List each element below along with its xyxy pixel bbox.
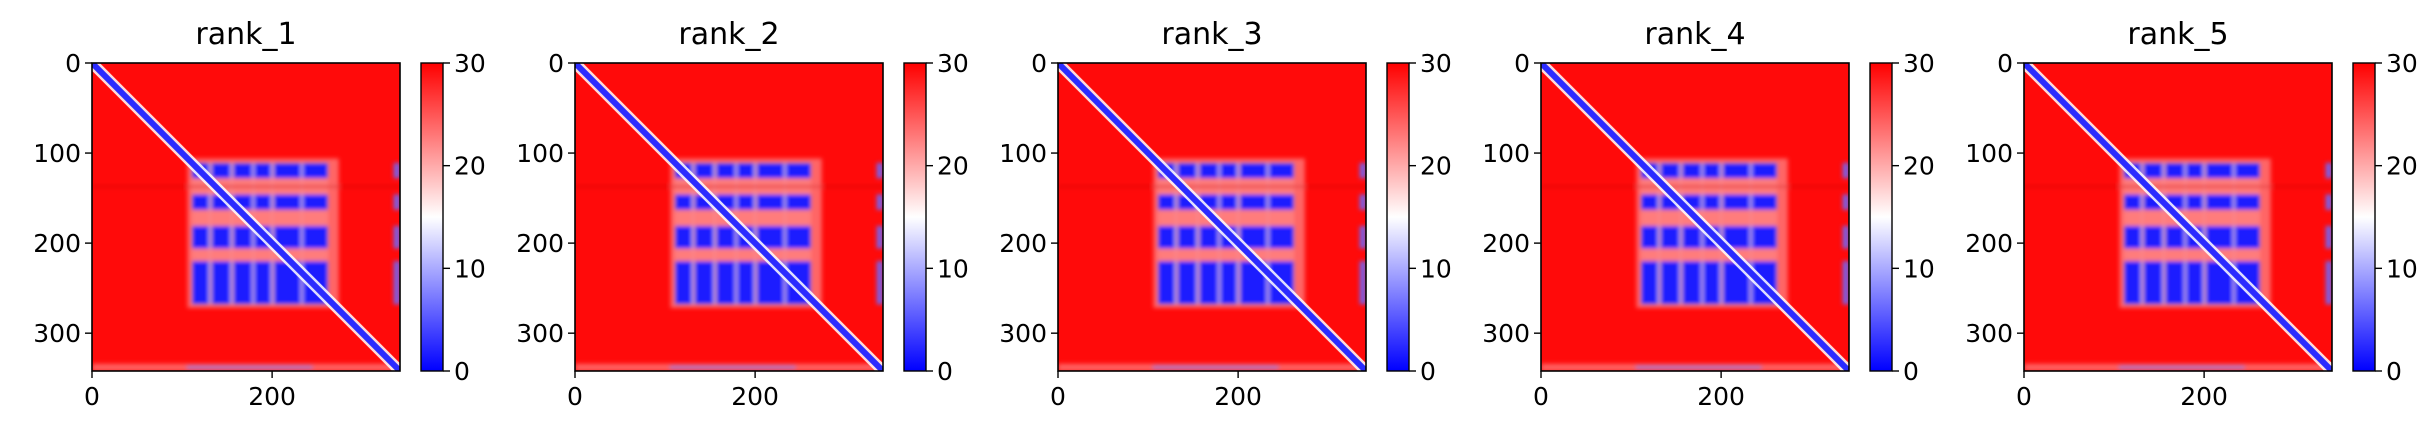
colorbar-tick-label: 0: [2386, 357, 2402, 386]
y-tick-label: 100: [1965, 139, 2013, 168]
heatmap-image: [1541, 63, 1849, 371]
colorbar-tick-label: 10: [454, 254, 486, 283]
colorbar: 0 10 20 30: [1386, 49, 1452, 386]
colorbar-tick-label: 0: [1420, 357, 1436, 386]
colorbar: 0 10 20 30: [420, 49, 486, 386]
panel-title: rank_5: [2127, 17, 2228, 52]
heatmap-panel: rank_4 0 100 200 300 0 200 0 10 20 30: [1482, 17, 1935, 411]
y-tick-label: 0: [1997, 49, 2013, 78]
x-tick-label: 0: [84, 382, 100, 411]
y-tick-label: 100: [516, 139, 564, 168]
x-tick-label: 200: [731, 382, 779, 411]
x-tick-label: 200: [2180, 382, 2228, 411]
heatmap-panel: rank_5 0 100 200 300 0 200 0 10 20 30: [1965, 17, 2418, 411]
y-tick-label: 100: [1482, 139, 1530, 168]
colorbar-tick-label: 20: [1420, 152, 1452, 181]
colorbar-tick-label: 20: [454, 152, 486, 181]
colorbar-tick-label: 20: [937, 152, 969, 181]
colorbar-tick-label: 30: [937, 49, 969, 78]
colorbar-tick-label: 30: [454, 49, 486, 78]
panel-title: rank_3: [1161, 17, 1262, 52]
x-tick-label: 0: [2016, 382, 2032, 411]
x-tick-label: 0: [1050, 382, 1066, 411]
plot-frame: [1057, 62, 1367, 372]
panel-title: rank_2: [678, 17, 779, 52]
y-tick-label: 200: [1482, 229, 1530, 258]
x-tick-label: 200: [1214, 382, 1262, 411]
y-tick-label: 300: [999, 319, 1047, 348]
x-tick-label: 0: [567, 382, 583, 411]
plot-frame: [1540, 62, 1850, 372]
colorbar: 0 10 20 30: [1869, 49, 1935, 386]
y-tick-label: 0: [548, 49, 564, 78]
y-tick-label: 300: [516, 319, 564, 348]
y-tick-label: 200: [516, 229, 564, 258]
colorbar-tick-label: 0: [937, 357, 953, 386]
colorbar-tick-label: 10: [1420, 254, 1452, 283]
y-tick-label: 0: [1514, 49, 1530, 78]
colorbar-tick-label: 20: [1903, 152, 1935, 181]
colorbar: 0 10 20 30: [903, 49, 969, 386]
colorbar-tick-label: 30: [2386, 49, 2418, 78]
panel-title: rank_1: [195, 17, 296, 52]
y-tick-label: 200: [999, 229, 1047, 258]
panel-title: rank_4: [1644, 17, 1745, 52]
heatmap-image: [92, 63, 400, 371]
heatmap-panel: rank_1 0 100 200 300 0 200 0 10 20 30: [33, 17, 486, 411]
heatmap-image: [1058, 63, 1366, 371]
y-tick-label: 300: [33, 319, 81, 348]
heatmap-panel: rank_2 0 100 200 300 0 200 0 10 20 30: [516, 17, 969, 411]
colorbar-tick-label: 30: [1903, 49, 1935, 78]
y-tick-label: 200: [33, 229, 81, 258]
heatmap-panel: rank_3 0 100 200 300 0 200 0 10 20 30: [999, 17, 1452, 411]
colorbar-tick-label: 0: [1903, 357, 1919, 386]
colorbar-tick-label: 30: [1420, 49, 1452, 78]
colorbar-tick-label: 0: [454, 357, 470, 386]
y-tick-label: 300: [1482, 319, 1530, 348]
plot-frame: [2023, 62, 2333, 372]
y-tick-label: 200: [1965, 229, 2013, 258]
plot-frame: [574, 62, 884, 372]
y-tick-label: 0: [1031, 49, 1047, 78]
y-tick-label: 300: [1965, 319, 2013, 348]
colorbar-tick-label: 20: [2386, 152, 2418, 181]
plot-frame: [91, 62, 401, 372]
y-tick-label: 100: [33, 139, 81, 168]
colorbar-tick-label: 10: [2386, 254, 2418, 283]
y-tick-label: 100: [999, 139, 1047, 168]
x-tick-label: 200: [1697, 382, 1745, 411]
y-tick-label: 0: [65, 49, 81, 78]
heatmap-image: [575, 63, 883, 371]
colorbar: 0 10 20 30: [2352, 49, 2418, 386]
colorbar-tick-label: 10: [937, 254, 969, 283]
x-tick-label: 0: [1533, 382, 1549, 411]
colorbar-tick-label: 10: [1903, 254, 1935, 283]
x-tick-label: 200: [248, 382, 296, 411]
heatmap-image: [2024, 63, 2332, 371]
